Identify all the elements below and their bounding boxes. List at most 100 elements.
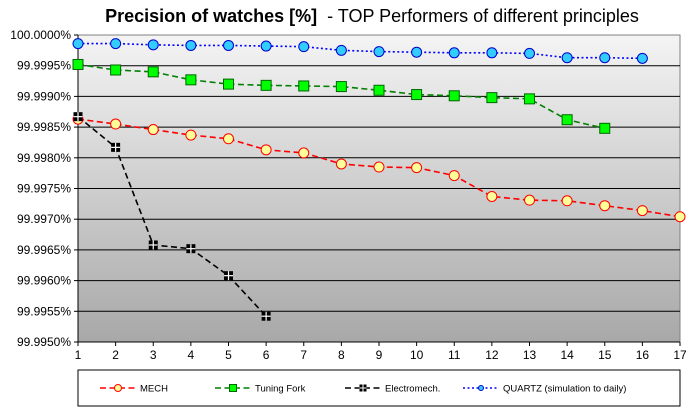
x-tick-label: 10 — [410, 348, 424, 362]
x-tick-label: 5 — [225, 348, 232, 362]
y-tick-label: 99.9965% — [17, 243, 71, 257]
series-mech — [72, 113, 686, 223]
data-point — [298, 147, 310, 159]
data-point — [599, 200, 611, 212]
x-tick-label: 9 — [376, 348, 383, 362]
data-point — [148, 240, 158, 250]
x-tick-label: 6 — [263, 348, 270, 362]
data-point — [448, 90, 460, 102]
data-point — [261, 311, 271, 321]
x-tick-label: 16 — [636, 348, 650, 362]
y-axis-tick-labels: 100.0000% 99.9995% 99.9990% 99.9985% 99.9980… — [10, 28, 71, 349]
legend-marker — [114, 384, 122, 392]
y-tick-label: 99.9980% — [17, 151, 71, 165]
data-point — [224, 271, 233, 281]
x-tick-label: 15 — [598, 348, 612, 362]
legend-marker — [359, 384, 367, 392]
data-series — [72, 38, 686, 321]
data-point — [373, 161, 385, 173]
data-point — [335, 158, 347, 170]
data-point — [185, 39, 197, 51]
data-point — [110, 118, 122, 130]
x-tick-label: 3 — [150, 348, 157, 362]
data-point — [147, 66, 159, 78]
data-point — [185, 74, 197, 86]
data-point — [524, 47, 535, 59]
x-tick-label: 1 — [75, 348, 82, 362]
data-point — [72, 58, 84, 70]
data-point — [298, 41, 310, 53]
legend-label: MECH — [140, 384, 168, 395]
series-line — [77, 116, 267, 317]
data-point — [599, 122, 611, 134]
data-point — [260, 79, 272, 91]
x-tick-label: 13 — [523, 348, 537, 362]
legend-item: Tuning Fork — [215, 384, 306, 395]
legend-item: Electromech. — [345, 384, 440, 395]
x-tick-label: 11 — [448, 348, 461, 362]
data-point — [110, 64, 122, 76]
x-tick-label: 4 — [188, 348, 195, 362]
y-tick-label: 99.9960% — [17, 274, 71, 288]
x-tick-label: 8 — [338, 348, 345, 362]
x-tick-label: 7 — [300, 348, 307, 362]
legend-marker — [478, 385, 484, 391]
x-axis-tick-labels: 1 2 3 4 5 6 7 8 9 10 11 12 13 14 15 16 17 — [75, 348, 687, 362]
data-point — [524, 194, 535, 206]
y-tick-label: 99.9990% — [17, 89, 71, 103]
data-point — [223, 39, 234, 51]
x-tick-label: 14 — [560, 348, 574, 362]
data-point — [223, 78, 234, 90]
legend-label: Tuning Fork — [255, 384, 306, 395]
data-point — [185, 129, 197, 141]
data-point — [486, 190, 498, 202]
axes — [74, 34, 681, 346]
data-point — [260, 144, 272, 156]
data-point — [111, 142, 121, 152]
data-point — [223, 133, 234, 145]
data-point — [110, 38, 122, 50]
data-point — [335, 81, 347, 93]
series-line — [77, 63, 605, 130]
data-point — [411, 162, 423, 174]
data-point — [335, 44, 347, 56]
legend: MECH Tuning Fork Electromech. QUARTZ (simul… — [100, 384, 626, 395]
data-point — [72, 38, 84, 50]
data-point — [524, 93, 535, 105]
data-point — [599, 52, 611, 64]
data-point — [674, 211, 686, 223]
x-tick-label: 17 — [673, 348, 687, 362]
data-point — [448, 170, 460, 182]
data-point — [147, 124, 159, 136]
series-tuning-fork — [72, 58, 611, 134]
data-point — [73, 112, 83, 122]
y-tick-label: 99.9970% — [17, 212, 71, 226]
grid-lines — [78, 65, 680, 312]
x-tick-label: 12 — [485, 348, 499, 362]
y-tick-label: 99.9955% — [17, 304, 71, 318]
y-tick-label: 99.9950% — [17, 335, 71, 349]
chart-title-bold: Precision of watches [%] — [105, 6, 317, 26]
legend-item: MECH — [100, 384, 168, 395]
data-point — [411, 46, 423, 58]
data-point — [561, 195, 573, 207]
data-point — [636, 52, 648, 64]
legend-marker — [229, 384, 237, 392]
y-tick-label: 99.9985% — [17, 120, 71, 134]
legend-label: Electromech. — [385, 384, 440, 395]
data-point — [411, 89, 423, 101]
data-point — [260, 40, 272, 52]
data-point — [186, 244, 196, 254]
data-point — [561, 114, 573, 126]
x-tick-label: 2 — [112, 348, 119, 362]
legend-label: QUARTZ (simulation to daily) — [503, 384, 626, 395]
data-point — [298, 80, 310, 92]
data-point — [636, 205, 648, 217]
data-point — [486, 47, 498, 59]
data-point — [373, 46, 385, 58]
chart-title: Precision of watches [%] - TOP Performers… — [105, 6, 639, 26]
data-point — [448, 47, 460, 59]
chart-title-rest: - TOP Performers of different principles — [327, 6, 639, 26]
y-tick-label: 100.0000% — [10, 28, 71, 42]
legend-item: QUARTZ (simulation to daily) — [463, 384, 626, 395]
